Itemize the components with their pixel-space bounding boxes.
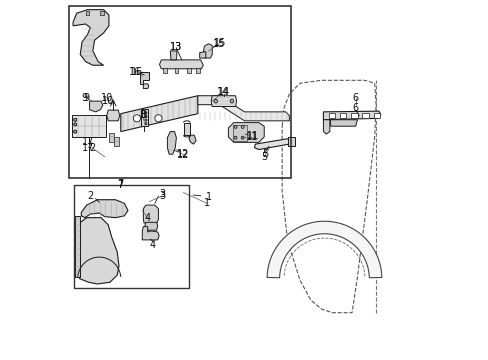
Text: 11: 11 xyxy=(246,131,259,141)
Polygon shape xyxy=(203,44,212,58)
Text: 6: 6 xyxy=(352,93,358,103)
Bar xyxy=(114,137,119,146)
Polygon shape xyxy=(323,111,380,120)
Circle shape xyxy=(74,130,77,133)
Polygon shape xyxy=(167,132,176,154)
Polygon shape xyxy=(254,139,290,149)
Bar xyxy=(350,113,357,118)
Polygon shape xyxy=(75,216,80,277)
Polygon shape xyxy=(323,120,329,134)
Polygon shape xyxy=(159,60,203,69)
Circle shape xyxy=(234,136,237,139)
Text: 14: 14 xyxy=(218,87,230,97)
Polygon shape xyxy=(330,120,357,126)
Polygon shape xyxy=(89,101,102,112)
Circle shape xyxy=(144,112,147,114)
Text: 9: 9 xyxy=(83,93,89,103)
Circle shape xyxy=(214,99,217,103)
Circle shape xyxy=(74,118,77,121)
Text: 5: 5 xyxy=(262,149,268,159)
Text: 7: 7 xyxy=(118,180,123,190)
Polygon shape xyxy=(73,10,109,65)
Polygon shape xyxy=(140,72,149,84)
Bar xyxy=(72,116,105,137)
Circle shape xyxy=(74,123,77,126)
Bar xyxy=(163,68,166,73)
Circle shape xyxy=(144,119,147,121)
Text: 6: 6 xyxy=(352,103,358,113)
Bar xyxy=(233,125,247,140)
Bar xyxy=(85,12,89,15)
Bar xyxy=(109,133,113,141)
Polygon shape xyxy=(198,96,289,121)
Text: 15: 15 xyxy=(213,39,225,49)
Text: 17: 17 xyxy=(82,143,95,153)
Bar xyxy=(74,185,188,288)
Text: 12: 12 xyxy=(177,149,189,159)
Circle shape xyxy=(74,118,77,121)
Polygon shape xyxy=(188,135,196,144)
Polygon shape xyxy=(211,96,236,107)
Text: 1: 1 xyxy=(205,192,211,202)
Circle shape xyxy=(241,126,244,129)
Text: 1: 1 xyxy=(203,198,209,208)
Text: 14: 14 xyxy=(216,87,229,97)
Bar xyxy=(100,12,103,15)
Text: 10: 10 xyxy=(101,93,113,103)
Text: 5: 5 xyxy=(261,152,267,162)
Polygon shape xyxy=(80,218,119,284)
Circle shape xyxy=(241,136,244,139)
Text: 4: 4 xyxy=(150,239,156,249)
Bar xyxy=(183,123,190,135)
Bar xyxy=(196,68,199,73)
Text: 13: 13 xyxy=(170,42,182,52)
Bar xyxy=(287,137,295,146)
Text: 3: 3 xyxy=(159,191,165,201)
Text: 9: 9 xyxy=(81,93,88,103)
Text: 8: 8 xyxy=(139,111,145,121)
Text: 11: 11 xyxy=(245,132,257,142)
Text: 4: 4 xyxy=(144,213,150,222)
Bar xyxy=(69,6,290,178)
Text: 12: 12 xyxy=(177,150,189,160)
Text: 13: 13 xyxy=(170,42,182,51)
Circle shape xyxy=(234,126,237,129)
Bar xyxy=(140,109,148,126)
Bar xyxy=(373,113,379,118)
Circle shape xyxy=(230,99,233,103)
Circle shape xyxy=(155,115,162,122)
Circle shape xyxy=(144,123,147,125)
Text: 16: 16 xyxy=(130,67,143,77)
Polygon shape xyxy=(144,222,158,230)
Polygon shape xyxy=(199,51,205,58)
Text: 2: 2 xyxy=(87,191,93,201)
Polygon shape xyxy=(121,96,198,132)
Circle shape xyxy=(74,130,77,133)
Polygon shape xyxy=(106,110,120,121)
Polygon shape xyxy=(81,200,128,218)
Circle shape xyxy=(74,123,77,126)
Bar xyxy=(339,113,346,118)
Text: 3: 3 xyxy=(160,189,165,199)
Text: 10: 10 xyxy=(102,96,114,106)
Text: 7: 7 xyxy=(118,179,123,189)
Bar xyxy=(187,68,190,73)
Bar xyxy=(328,113,335,118)
Text: 8: 8 xyxy=(140,111,146,121)
Bar xyxy=(174,68,178,73)
Polygon shape xyxy=(143,84,148,89)
Polygon shape xyxy=(266,221,381,278)
Text: 17: 17 xyxy=(82,138,95,147)
Text: 15: 15 xyxy=(213,38,226,48)
Polygon shape xyxy=(228,123,264,142)
Bar xyxy=(362,113,368,118)
Circle shape xyxy=(133,115,140,122)
Circle shape xyxy=(144,116,147,118)
Polygon shape xyxy=(142,226,159,240)
Polygon shape xyxy=(170,51,177,60)
Polygon shape xyxy=(143,205,158,223)
Text: 2: 2 xyxy=(89,143,95,153)
Text: 16: 16 xyxy=(129,67,141,77)
